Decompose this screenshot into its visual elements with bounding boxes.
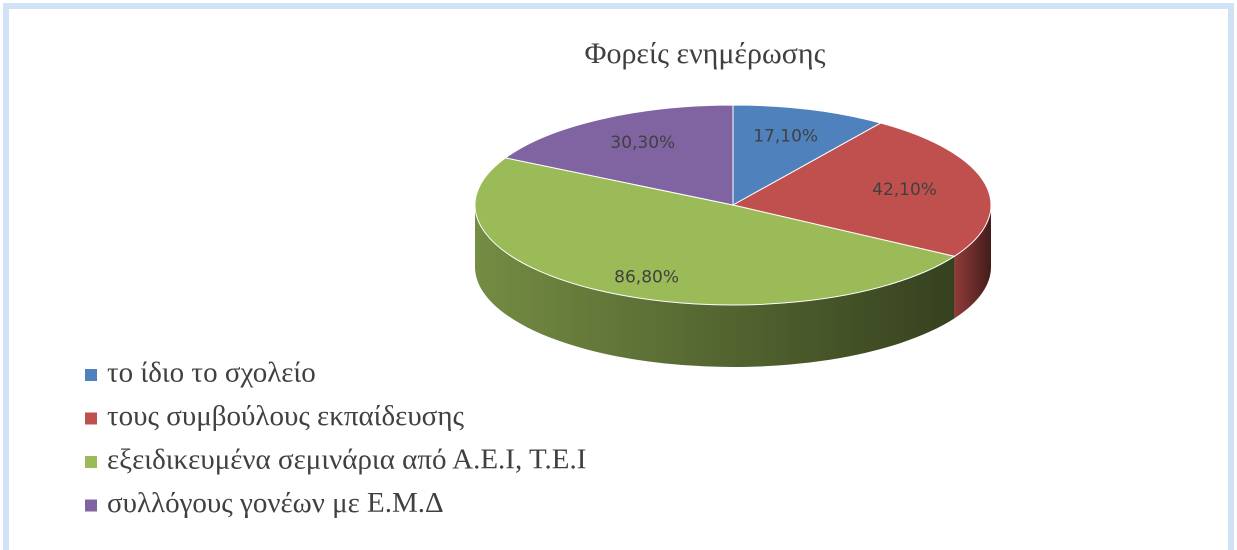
slice-side bbox=[475, 205, 955, 367]
data-label: 42,10% bbox=[872, 180, 937, 200]
legend-swatch bbox=[85, 412, 97, 425]
data-label: 30,30% bbox=[610, 133, 675, 153]
data-label: 86,80% bbox=[614, 268, 679, 288]
legend-label: το ίδιο το σχολείο bbox=[107, 357, 316, 389]
slice bbox=[474, 157, 956, 306]
slice bbox=[732, 104, 882, 206]
legend-swatch bbox=[85, 369, 97, 381]
slice bbox=[504, 104, 734, 206]
legend-swatch bbox=[85, 456, 97, 468]
legend-label: συλλόγους γονέων με Ε.Μ.Δ bbox=[107, 487, 444, 519]
legend-swatch bbox=[85, 499, 97, 512]
legend-label: τους συμβούλους εκπαίδευσης bbox=[107, 400, 464, 432]
slice-side bbox=[954, 205, 991, 319]
chart-title: Φορείς ενημέρωσης bbox=[585, 37, 826, 70]
slice bbox=[731, 122, 992, 257]
data-label: 17,10% bbox=[753, 126, 818, 146]
legend-label: εξειδικευμένα σεμινάρια από Α.Ε.Ι, Τ.Ε.Ι bbox=[107, 444, 586, 476]
